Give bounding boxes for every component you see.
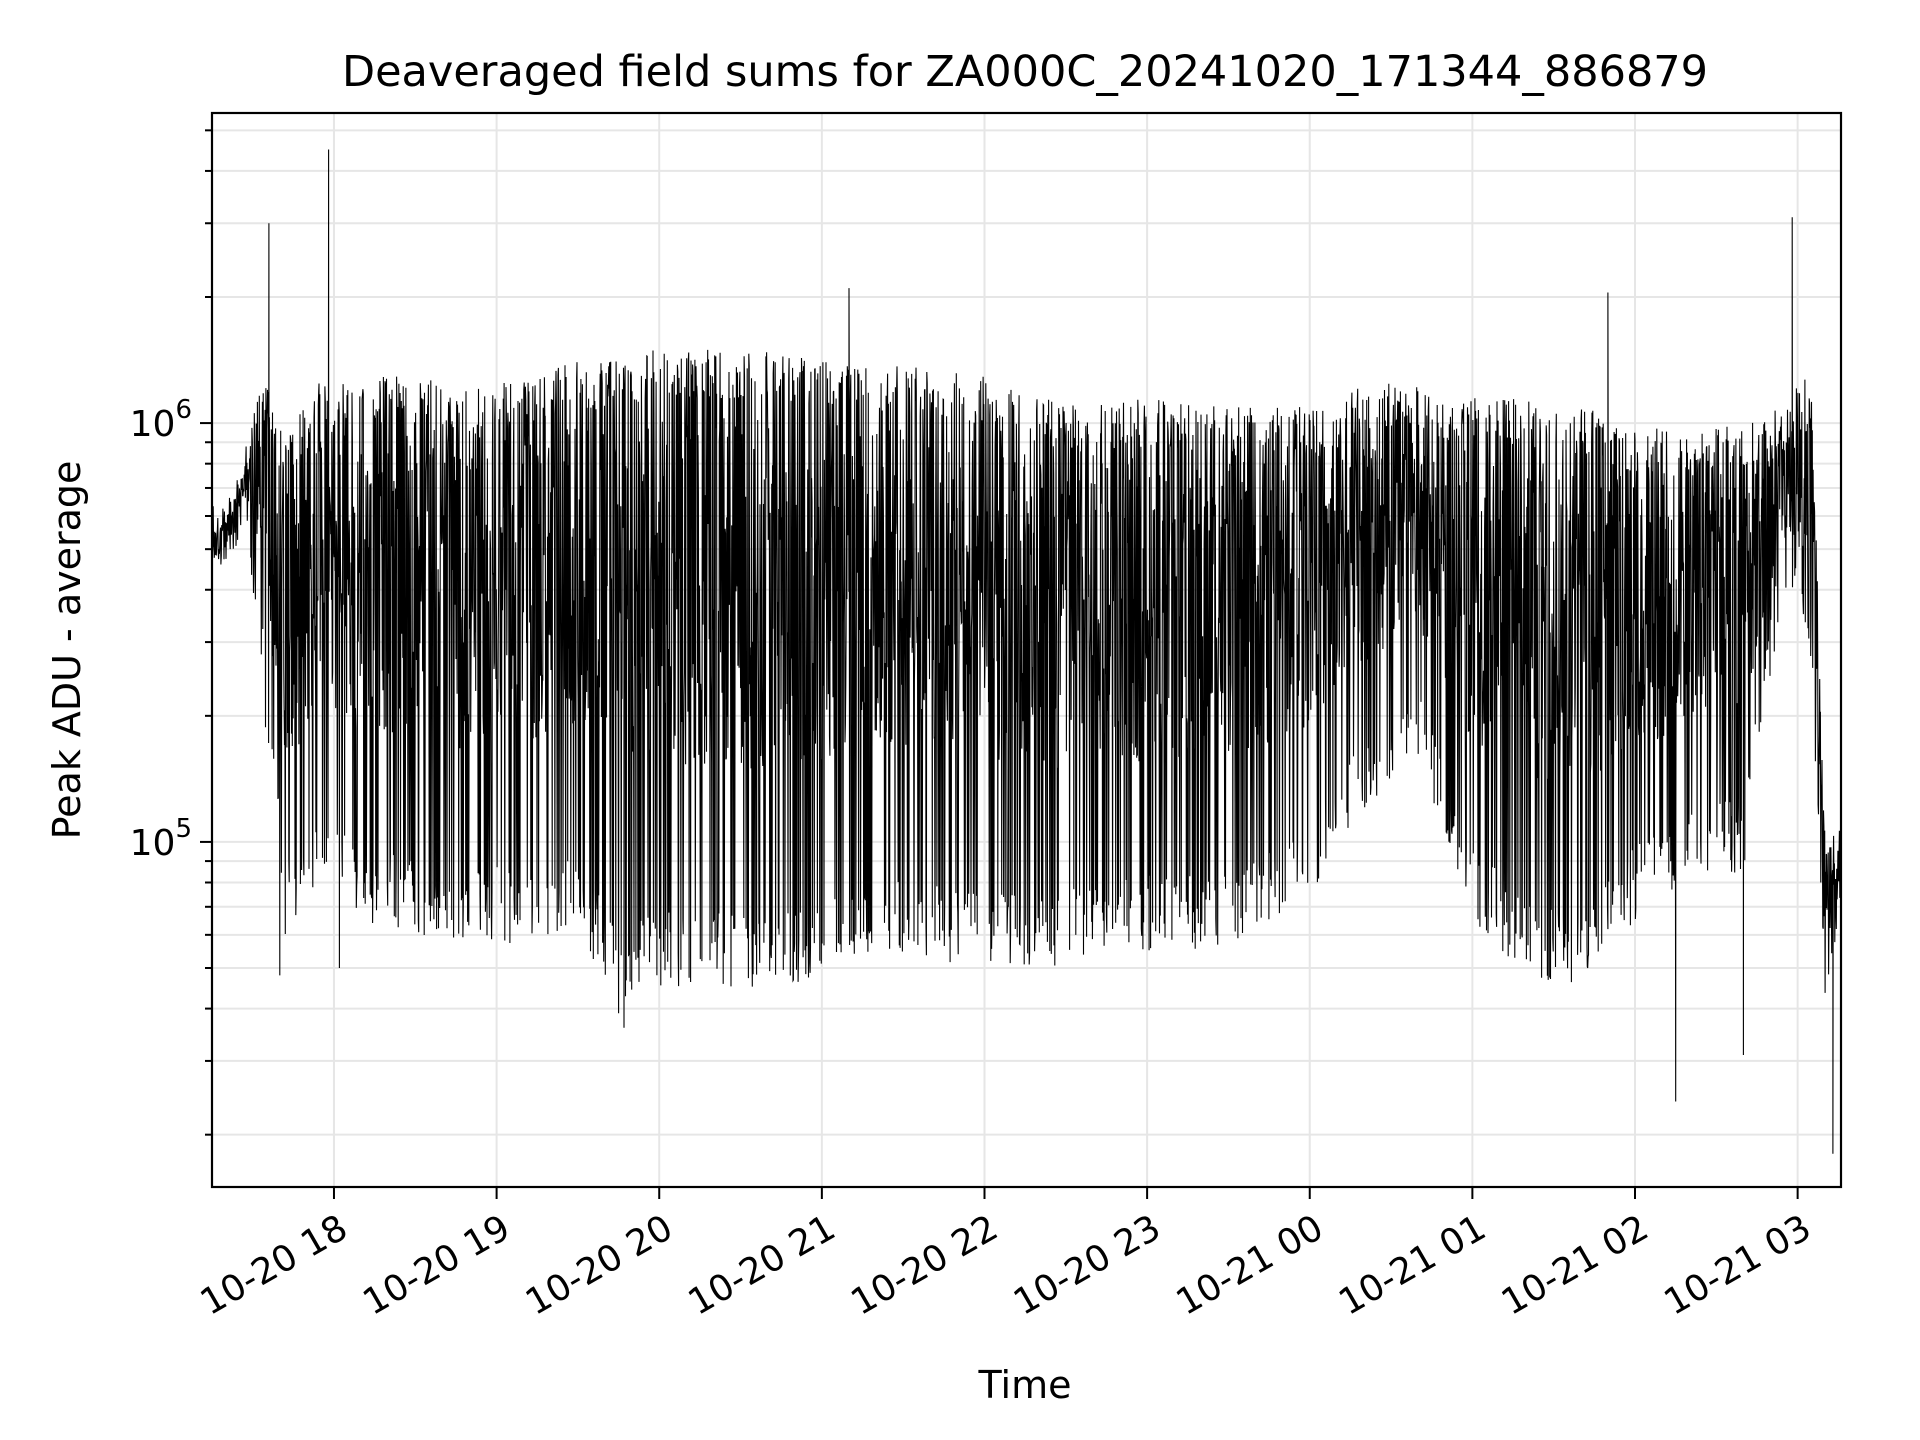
y-axis-label: Peak ADU - average xyxy=(45,461,89,840)
series-line xyxy=(212,149,1841,1154)
plot-frame xyxy=(210,111,1843,1189)
chart-title: Deaveraged field sums for ZA000C_2024102… xyxy=(342,47,1708,97)
x-axis-label: Time xyxy=(978,1363,1072,1407)
